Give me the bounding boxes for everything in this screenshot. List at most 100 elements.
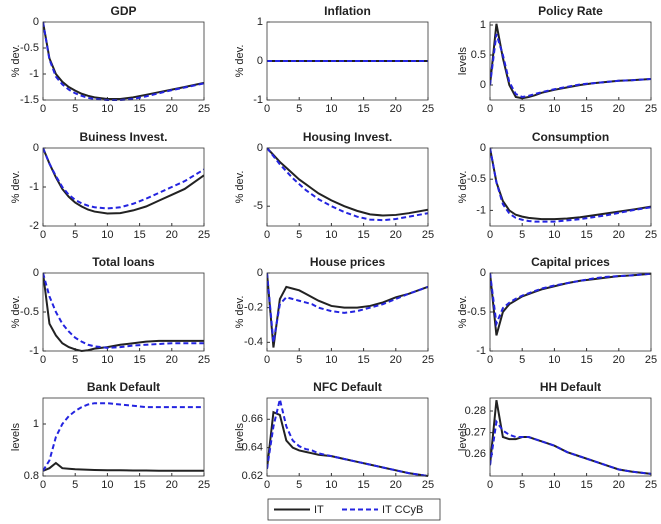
x-tick-label: 10 (325, 479, 337, 491)
y-tick-label: -1 (476, 345, 486, 357)
x-tick-label: 20 (613, 229, 625, 241)
plot-area (490, 273, 651, 351)
y-tick-label: -0.5 (20, 306, 39, 318)
x-tick-label: 0 (264, 103, 270, 115)
y-tick-label: 0.66 (242, 413, 263, 425)
y-axis-label: % dev. (457, 296, 469, 329)
y-tick-label: -2 (29, 220, 39, 232)
x-tick-label: 25 (198, 103, 210, 115)
series-line (43, 21, 204, 101)
x-tick-label: 10 (325, 103, 337, 115)
x-tick-label: 25 (422, 354, 434, 366)
y-tick-label: -1 (253, 94, 263, 106)
y-tick-label: 1 (257, 16, 263, 28)
series-group (490, 399, 651, 475)
y-tick-label: 1 (33, 418, 39, 430)
axes-box (489, 21, 652, 101)
x-tick-label: 25 (198, 229, 210, 241)
x-tick-label: 10 (101, 229, 113, 241)
x-tick-label: 25 (645, 354, 657, 366)
plot-area (43, 148, 204, 226)
x-tick-label: 10 (325, 229, 337, 241)
x-tick-label: 15 (580, 229, 592, 241)
subplot-title: Total loans (92, 255, 155, 269)
axes-box (489, 272, 652, 352)
x-tick-label: 15 (357, 479, 369, 491)
series-line (490, 33, 651, 99)
series-group (43, 402, 204, 472)
subplot-title: Buiness Invest. (79, 130, 167, 144)
y-tick-label: 0.62 (242, 470, 263, 482)
y-tick-label: 0.64 (242, 442, 263, 454)
y-axis-label: levels (234, 422, 246, 451)
x-tick-label: 15 (133, 103, 145, 115)
plot-area (43, 273, 204, 351)
subplot-title: Consumption (532, 130, 609, 144)
axes-box (42, 272, 205, 352)
y-tick-label: -0.5 (467, 306, 486, 318)
x-tick-label: 0 (264, 229, 270, 241)
subplot-title: NFC Default (313, 380, 382, 394)
x-tick-label: 25 (645, 103, 657, 115)
plot-area (267, 398, 428, 476)
axes-box (489, 397, 652, 477)
axes-box (266, 21, 429, 101)
x-tick-label: 15 (580, 354, 592, 366)
plot-area (43, 398, 204, 476)
series-line (43, 461, 204, 472)
x-tick-label: 20 (166, 103, 178, 115)
axes-box (266, 147, 429, 227)
y-tick-label: -1 (29, 68, 39, 80)
subplot-title: HH Default (540, 380, 601, 394)
y-axis-label: % dev. (457, 171, 469, 204)
series-line (267, 272, 428, 348)
series-group (267, 147, 428, 222)
series-line (267, 147, 428, 217)
x-tick-label: 25 (198, 479, 210, 491)
series-line (267, 399, 428, 477)
series-group (490, 272, 651, 336)
x-tick-label: 20 (613, 354, 625, 366)
x-tick-label: 5 (519, 103, 525, 115)
x-tick-label: 20 (166, 229, 178, 241)
x-tick-label: 0 (487, 354, 493, 366)
x-tick-label: 0 (487, 229, 493, 241)
x-tick-label: 25 (422, 103, 434, 115)
x-tick-label: 20 (613, 103, 625, 115)
y-tick-label: -0.4 (244, 336, 263, 348)
x-tick-label: 0 (40, 229, 46, 241)
legend-label: IT (314, 504, 324, 516)
subplot-title: Capital prices (531, 255, 610, 269)
series-group (43, 147, 204, 215)
plot-area (267, 273, 428, 351)
legend: IT IT CCyB (267, 498, 441, 521)
x-tick-label: 5 (519, 479, 525, 491)
x-tick-label: 20 (166, 354, 178, 366)
axes-box (489, 147, 652, 227)
x-tick-label: 0 (264, 479, 270, 491)
axes-box (42, 397, 205, 477)
x-tick-label: 20 (390, 354, 402, 366)
x-tick-label: 10 (548, 229, 560, 241)
x-tick-label: 20 (166, 479, 178, 491)
x-tick-label: 15 (357, 229, 369, 241)
y-tick-label: -1.5 (20, 94, 39, 106)
x-tick-label: 25 (198, 354, 210, 366)
y-tick-label: -0.5 (467, 173, 486, 185)
y-tick-label: -0.5 (20, 42, 39, 54)
y-tick-label: 0 (480, 79, 486, 91)
y-axis-label: levels (457, 422, 469, 451)
series-line (490, 272, 651, 336)
y-tick-label: 1 (480, 19, 486, 31)
subplot-title: Policy Rate (538, 4, 603, 18)
plot-area (490, 148, 651, 226)
series-group (267, 272, 428, 348)
y-tick-label: 0.8 (24, 470, 39, 482)
plot-area (490, 22, 651, 100)
x-tick-label: 5 (296, 229, 302, 241)
y-axis-label: % dev. (10, 171, 22, 204)
y-tick-label: 0.28 (465, 405, 486, 417)
y-tick-label: -1 (29, 181, 39, 193)
x-tick-label: 20 (390, 479, 402, 491)
